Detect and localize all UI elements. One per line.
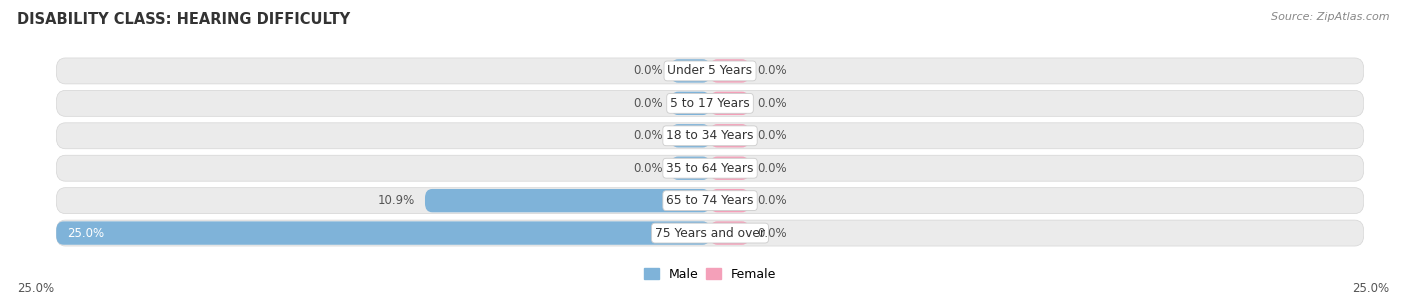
Text: Source: ZipAtlas.com: Source: ZipAtlas.com — [1271, 12, 1389, 22]
Text: Under 5 Years: Under 5 Years — [668, 64, 752, 78]
Text: DISABILITY CLASS: HEARING DIFFICULTY: DISABILITY CLASS: HEARING DIFFICULTY — [17, 12, 350, 27]
Text: 0.0%: 0.0% — [756, 97, 787, 110]
Text: 0.0%: 0.0% — [756, 194, 787, 207]
FancyBboxPatch shape — [56, 188, 1364, 214]
Text: 18 to 34 Years: 18 to 34 Years — [666, 129, 754, 142]
FancyBboxPatch shape — [710, 221, 749, 245]
Text: 0.0%: 0.0% — [756, 226, 787, 240]
Legend: Male, Female: Male, Female — [638, 263, 782, 286]
FancyBboxPatch shape — [710, 124, 749, 147]
FancyBboxPatch shape — [56, 221, 710, 245]
Text: 10.9%: 10.9% — [377, 194, 415, 207]
Text: 25.0%: 25.0% — [1353, 282, 1389, 295]
FancyBboxPatch shape — [56, 58, 1364, 84]
FancyBboxPatch shape — [56, 123, 1364, 149]
FancyBboxPatch shape — [56, 155, 1364, 181]
Text: 0.0%: 0.0% — [633, 64, 664, 78]
FancyBboxPatch shape — [710, 189, 749, 212]
Text: 0.0%: 0.0% — [633, 97, 664, 110]
Text: 5 to 17 Years: 5 to 17 Years — [671, 97, 749, 110]
FancyBboxPatch shape — [671, 124, 710, 147]
Text: 25.0%: 25.0% — [66, 226, 104, 240]
FancyBboxPatch shape — [671, 59, 710, 83]
Text: 0.0%: 0.0% — [756, 162, 787, 175]
FancyBboxPatch shape — [671, 157, 710, 180]
Text: 0.0%: 0.0% — [756, 129, 787, 142]
FancyBboxPatch shape — [710, 157, 749, 180]
Text: 25.0%: 25.0% — [17, 282, 53, 295]
Text: 65 to 74 Years: 65 to 74 Years — [666, 194, 754, 207]
FancyBboxPatch shape — [710, 59, 749, 83]
FancyBboxPatch shape — [56, 90, 1364, 116]
Text: 0.0%: 0.0% — [633, 129, 664, 142]
Text: 0.0%: 0.0% — [756, 64, 787, 78]
Text: 0.0%: 0.0% — [633, 162, 664, 175]
Text: 75 Years and over: 75 Years and over — [655, 226, 765, 240]
FancyBboxPatch shape — [425, 189, 710, 212]
FancyBboxPatch shape — [710, 92, 749, 115]
FancyBboxPatch shape — [56, 220, 1364, 246]
FancyBboxPatch shape — [671, 92, 710, 115]
Text: 35 to 64 Years: 35 to 64 Years — [666, 162, 754, 175]
